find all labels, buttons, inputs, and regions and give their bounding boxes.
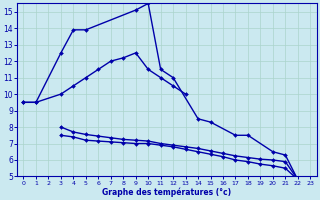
X-axis label: Graphe des températures (°c): Graphe des températures (°c)	[102, 187, 231, 197]
